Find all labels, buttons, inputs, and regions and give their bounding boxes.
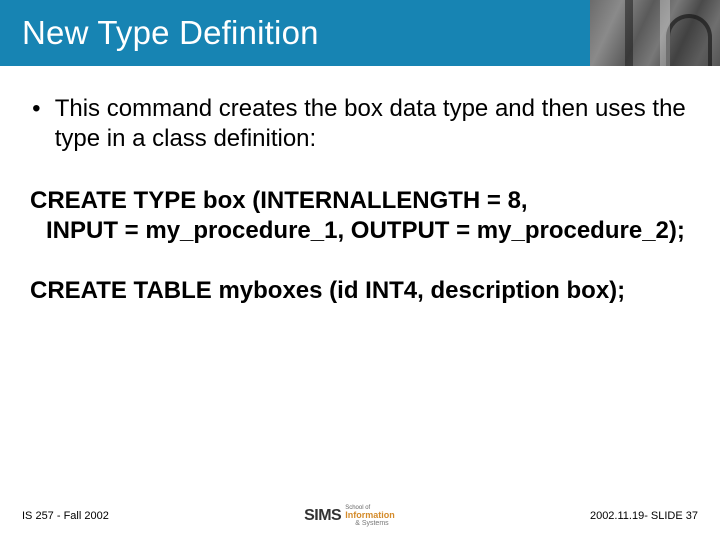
bullet-text: This command creates the box data type a… <box>55 94 690 154</box>
decorative-photo <box>590 0 720 66</box>
code-line: CREATE TYPE box (INTERNALLENGTH = 8, <box>30 186 690 216</box>
code-line: INPUT = my_procedure_1, OUTPUT = my_proc… <box>30 216 690 246</box>
code-block-create-table: CREATE TABLE myboxes (id INT4, descripti… <box>30 276 690 306</box>
title-bar: New Type Definition <box>0 0 720 66</box>
bullet-marker: • <box>30 94 43 124</box>
slide-footer: IS 257 - Fall 2002 SIMS School of Inform… <box>0 504 720 528</box>
bullet-item: • This command creates the box data type… <box>30 94 690 154</box>
code-line: CREATE TABLE myboxes (id INT4, descripti… <box>30 276 690 306</box>
footer-left-text: IS 257 - Fall 2002 <box>22 510 109 522</box>
code-block-create-type: CREATE TYPE box (INTERNALLENGTH = 8, INP… <box>30 186 690 246</box>
logo-subtext-main: Information <box>345 511 395 520</box>
logo-mark: SIMS <box>304 507 341 525</box>
slide-title: New Type Definition <box>22 14 319 52</box>
footer-right-text: 2002.11.19- SLIDE 37 <box>590 510 698 522</box>
footer-logo: SIMS School of Information & Systems <box>109 505 590 527</box>
slide-body: • This command creates the box data type… <box>0 66 720 306</box>
logo-subtext-bottom: & Systems <box>355 520 395 527</box>
